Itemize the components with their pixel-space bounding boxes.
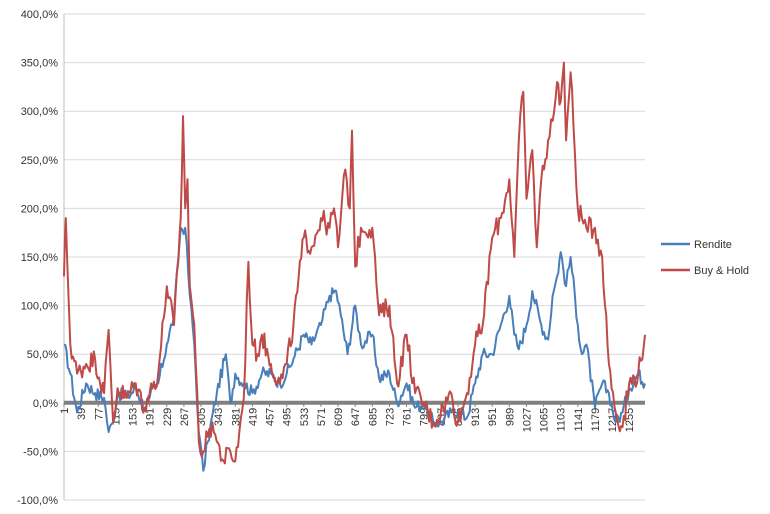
x-tick-label: 913 xyxy=(470,408,482,426)
y-tick-label: 100,0% xyxy=(21,301,59,313)
x-tick-label: 153 xyxy=(128,408,140,426)
series-lines xyxy=(63,61,646,472)
x-tick-label: 685 xyxy=(367,408,379,426)
x-tick-label: 761 xyxy=(402,408,414,426)
x-tick-label: 191 xyxy=(145,408,157,426)
y-tick-label: 300,0% xyxy=(21,106,59,118)
y-tick-label: 0,0% xyxy=(33,398,58,410)
y-tick-label: -100,0% xyxy=(17,495,58,507)
x-tick-label: 39 xyxy=(76,408,88,420)
x-tick-label: 381 xyxy=(230,408,242,426)
legend: Rendite Buy & Hold xyxy=(661,239,749,277)
x-tick-label: 229 xyxy=(162,408,174,426)
x-tick-label: 1103 xyxy=(556,408,568,432)
x-tick-label: 1255 xyxy=(624,408,636,432)
x-tick-label: 533 xyxy=(299,408,311,426)
x-tick-label: 419 xyxy=(247,408,259,426)
y-tick-label: 400,0% xyxy=(21,9,59,21)
series-line-buy-and-hold xyxy=(63,61,646,465)
x-tick-label: 1065 xyxy=(539,408,551,432)
y-tick-label: -50,0% xyxy=(23,446,58,458)
x-tick-label: 343 xyxy=(213,408,225,426)
y-tick-label: 350,0% xyxy=(21,58,59,70)
y-axis-ticks: -100,0% -50,0% 0,0% 50,0% 100,0% 150,0% 200,0%… xyxy=(17,9,58,507)
y-tick-label: 50,0% xyxy=(27,349,58,361)
y-tick-label: 200,0% xyxy=(21,203,59,215)
y-tick-label: 250,0% xyxy=(21,155,59,167)
x-tick-label: 571 xyxy=(316,408,328,426)
x-tick-label: 77 xyxy=(93,408,105,420)
series-line-rendite xyxy=(63,226,646,472)
x-tick-label: 495 xyxy=(282,408,294,426)
x-tick-label: 723 xyxy=(384,408,396,426)
x-tick-label: 1027 xyxy=(521,408,533,432)
x-tick-label: 1 xyxy=(59,408,71,414)
x-tick-label: 457 xyxy=(265,408,277,426)
x-axis-ticks: 1 39 77 115 153 191 229 267 305 343 381 419 457 495 53… xyxy=(59,402,636,432)
y-tick-label: 150,0% xyxy=(21,252,59,264)
x-tick-label: 267 xyxy=(179,408,191,426)
x-tick-label: 989 xyxy=(504,408,516,426)
x-tick-label: 1141 xyxy=(573,408,585,432)
x-tick-label: 647 xyxy=(350,408,362,426)
legend-label: Buy & Hold xyxy=(694,265,749,277)
legend-label: Rendite xyxy=(694,239,732,251)
x-tick-label: 1179 xyxy=(590,408,602,432)
x-tick-label: 951 xyxy=(487,408,499,426)
x-tick-label: 609 xyxy=(333,408,345,426)
